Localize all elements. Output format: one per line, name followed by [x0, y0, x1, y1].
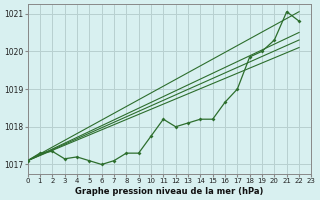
X-axis label: Graphe pression niveau de la mer (hPa): Graphe pression niveau de la mer (hPa): [75, 187, 264, 196]
